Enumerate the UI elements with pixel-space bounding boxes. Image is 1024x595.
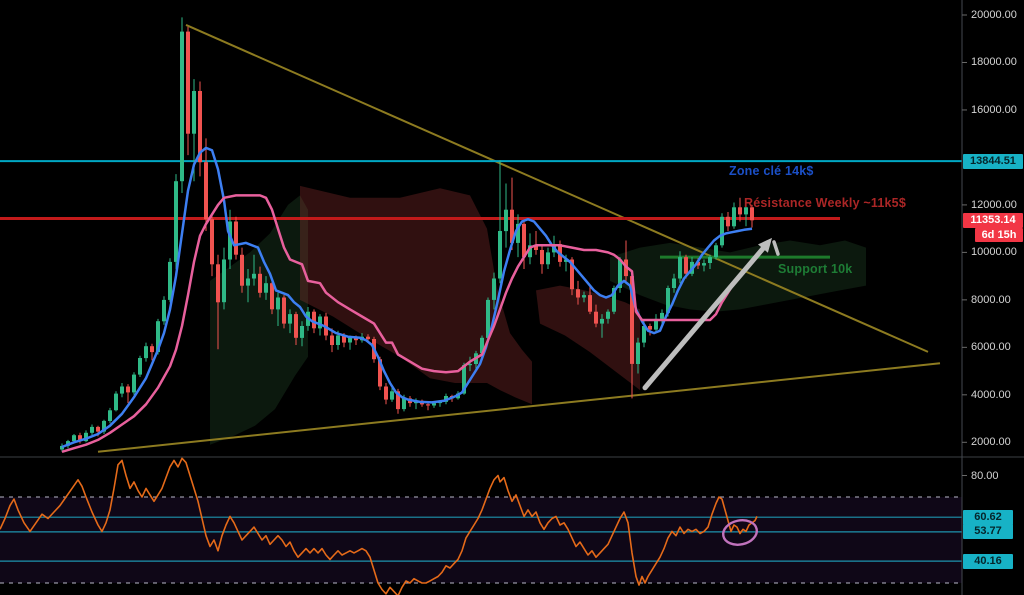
axis-label: 18000.00 <box>971 56 1017 69</box>
axis-label: 80.00 <box>971 469 999 482</box>
pink-ma-line <box>61 194 753 453</box>
axis-label: 16000.00 <box>971 103 1017 116</box>
trend-arrow-shaft[interactable] <box>642 239 771 391</box>
blue-ma-line <box>61 146 753 449</box>
trend-arrow-head <box>757 237 772 253</box>
ichimoku-cloud-red-main <box>300 185 532 405</box>
ichimoku-cloud-green-left <box>210 195 308 445</box>
axis-label: 4000.00 <box>971 388 1011 401</box>
zone-level-badge: 13844.51 <box>963 153 1023 169</box>
rsi-circle-annotation[interactable] <box>721 517 759 548</box>
support-label[interactable]: Support 10k <box>778 262 853 276</box>
axis-label: 2000.00 <box>971 436 1011 449</box>
candle-countdown-badge: 6d 15h <box>975 228 1023 243</box>
ascending-trendline[interactable] <box>97 362 941 453</box>
rsi-line <box>0 457 758 595</box>
axis-label: 12000.00 <box>971 198 1017 211</box>
axis-label: 10000.00 <box>971 246 1017 259</box>
axis-label: 20000.00 <box>971 9 1017 21</box>
rsi-band-fill <box>0 497 962 583</box>
descending-trendline[interactable] <box>185 24 929 353</box>
rsi-level-badge: 53.77 <box>963 524 1013 540</box>
candlestick-series[interactable] <box>60 17 754 452</box>
current-price-badge: 11353.14 <box>963 212 1023 228</box>
rsi-level-badge: 60.62 <box>963 509 1013 525</box>
rsi-level-badge: 40.16 <box>963 553 1013 569</box>
axis-label: 8000.00 <box>971 293 1011 306</box>
trend-arrow-hook <box>772 240 780 256</box>
axis-label: 6000.00 <box>971 341 1011 354</box>
price-axis[interactable]: 13844.51 11353.14 6d 15h 60.62 53.77 40.… <box>962 0 1024 595</box>
zone-cle-label[interactable]: Zone clé 14k$ <box>729 164 814 178</box>
resistance-label[interactable]: Résistance Weekly ~11k5$ <box>744 196 906 210</box>
